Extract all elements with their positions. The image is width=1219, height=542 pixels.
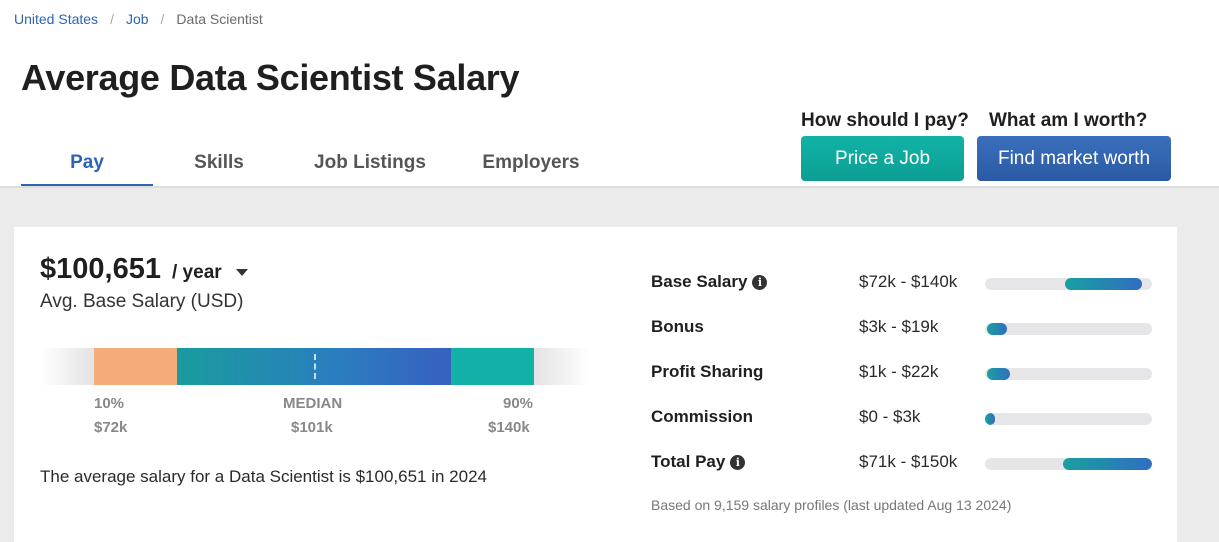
- comp-name-text: Total Pay: [651, 452, 726, 471]
- tab-employers[interactable]: Employers: [482, 152, 580, 173]
- comp-name: Profit Sharing: [651, 362, 763, 382]
- comp-row-base-salary: Base Salary i $72k - $140k: [651, 272, 1161, 296]
- price-a-job-button[interactable]: Price a Job: [801, 136, 964, 181]
- comp-range: $71k - $150k: [859, 452, 958, 471]
- tab-bar: Pay Skills Job Listings Employers: [21, 140, 595, 187]
- worth-question-label: What am I worth?: [989, 110, 1148, 131]
- median-label: MEDIAN: [283, 395, 343, 412]
- pay-period-selector[interactable]: / year: [172, 262, 222, 283]
- percentile-90-label: 90%: [503, 395, 534, 412]
- comp-range-track: [985, 323, 1152, 335]
- percentile-10-label: 10%: [94, 395, 125, 412]
- comp-name-text: Profit Sharing: [651, 362, 764, 381]
- salary-range-bar: [40, 348, 590, 385]
- comp-range: $1k - $22k: [859, 362, 939, 381]
- chevron-down-icon[interactable]: [236, 269, 248, 276]
- comp-name: Commission: [651, 407, 753, 427]
- percentile-90-value: $140k: [488, 419, 530, 436]
- comp-row-profit-sharing: Profit Sharing $1k - $22k: [651, 362, 1161, 386]
- header-divider: [0, 186, 1219, 188]
- range-fade-right: [534, 348, 590, 385]
- breadcrumb: United States / Job / Data Scientist: [14, 11, 263, 27]
- comp-name: Base Salary i: [651, 272, 768, 292]
- tab-job-listings[interactable]: Job Listings: [314, 152, 426, 173]
- comp-range-track: [985, 413, 1152, 425]
- comp-name-text: Bonus: [651, 317, 704, 336]
- comp-name: Bonus: [651, 317, 704, 337]
- comp-row-commission: Commission $0 - $3k: [651, 407, 1161, 431]
- tab-pay[interactable]: Pay: [21, 140, 153, 187]
- breadcrumb-link-job[interactable]: Job: [125, 11, 149, 27]
- find-market-worth-button[interactable]: Find market worth: [977, 136, 1171, 181]
- comp-range-track: [985, 458, 1152, 470]
- comp-range: $3k - $19k: [859, 317, 939, 336]
- comp-range: $0 - $3k: [859, 407, 921, 426]
- comp-range-fill: [1063, 458, 1152, 470]
- tab-skills[interactable]: Skills: [194, 152, 244, 173]
- range-segment-high: [451, 348, 534, 385]
- breadcrumb-separator: /: [110, 11, 114, 27]
- salary-summary-text: The average salary for a Data Scientist …: [40, 467, 487, 486]
- average-salary-label: Avg. Base Salary (USD): [40, 291, 244, 312]
- pay-question-label: How should I pay?: [801, 110, 969, 131]
- data-footnote: Based on 9,159 salary profiles (last upd…: [651, 497, 1012, 513]
- comp-row-bonus: Bonus $3k - $19k: [651, 317, 1161, 341]
- info-icon[interactable]: i: [730, 454, 746, 470]
- range-segment-low: [94, 348, 177, 385]
- range-fade-left: [40, 348, 94, 385]
- page-title: Average Data Scientist Salary: [21, 57, 520, 98]
- comp-range-fill: [986, 368, 1011, 380]
- comp-range-fill: [986, 323, 1007, 335]
- comp-range-fill: [985, 413, 996, 425]
- comp-name-text: Commission: [651, 407, 754, 426]
- breadcrumb-link-united-states[interactable]: United States: [14, 11, 99, 27]
- comp-range-track: [985, 368, 1152, 380]
- info-icon[interactable]: i: [752, 274, 768, 290]
- salary-card: $100,651 / year Avg. Base Salary (USD) 1…: [14, 227, 1177, 542]
- comp-range-fill: [1065, 278, 1142, 290]
- breadcrumb-current: Data Scientist: [176, 11, 263, 27]
- page-header: United States / Job / Data Scientist Ave…: [0, 0, 1219, 187]
- breadcrumb-separator: /: [160, 11, 165, 27]
- median-value: $101k: [291, 419, 333, 436]
- percentile-10-value: $72k: [94, 419, 128, 436]
- comp-name-text: Base Salary: [651, 272, 748, 291]
- comp-name: Total Pay i: [651, 452, 746, 472]
- comp-range-track: [985, 278, 1152, 290]
- comp-row-total-pay: Total Pay i $71k - $150k: [651, 452, 1161, 476]
- median-marker: [314, 354, 316, 379]
- average-salary-amount: $100,651: [40, 253, 161, 285]
- comp-range: $72k - $140k: [859, 272, 958, 291]
